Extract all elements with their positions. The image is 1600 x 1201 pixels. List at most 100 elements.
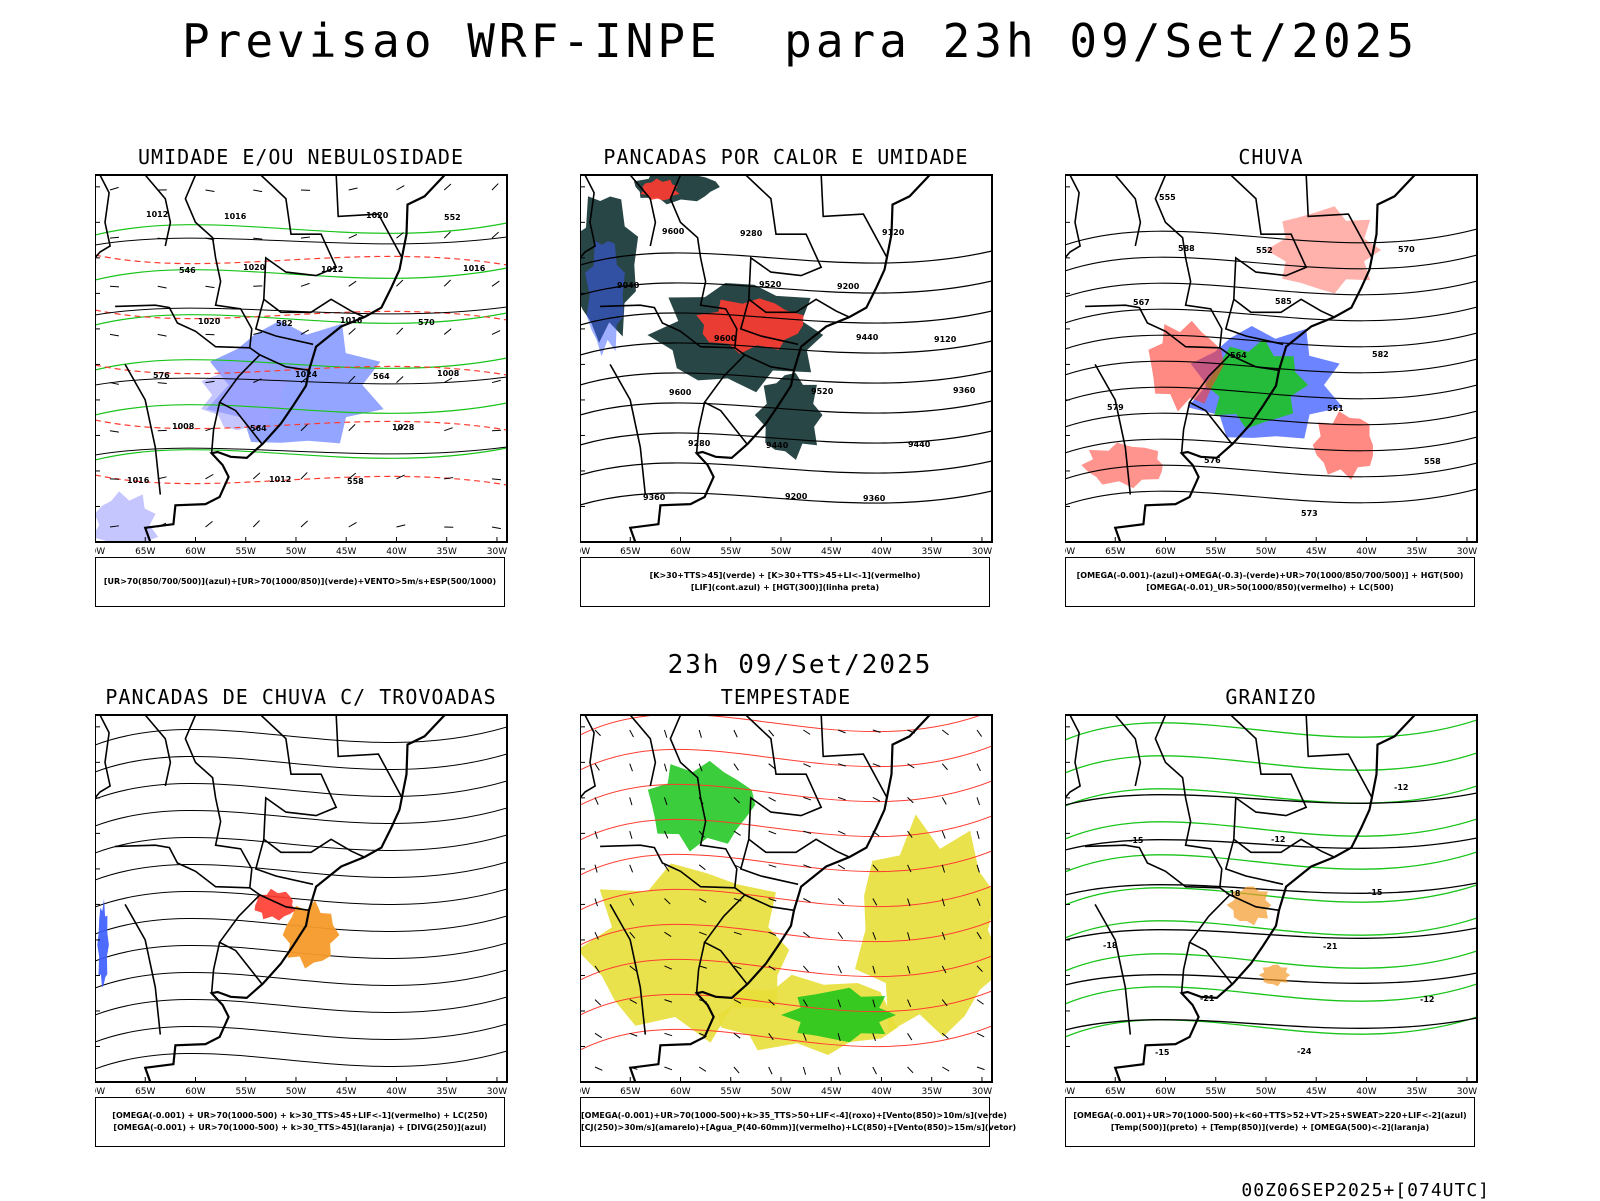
lon-tick-label: 50W (771, 1087, 791, 1097)
map-canvas: 1012 1020 1016 1008 1008 1012 1020 1016 1020 1024… (95, 145, 509, 558)
lon-tick-label: 35W (922, 1087, 942, 1097)
contour-label: 9600 (669, 388, 692, 397)
legend-line: [OMEGA(-0.001)-(azul)+OMEGA(-0.3)-(verde… (1066, 570, 1474, 582)
contour-label: 558 (1424, 457, 1441, 466)
contour-label: 9360 (863, 494, 886, 503)
panel-legend: [OMEGA(-0.001)+UR>70(1000-500)+k>35_TTS>… (580, 1097, 990, 1147)
contour-label: 9280 (740, 229, 763, 238)
lon-tick-label: 70W (580, 547, 590, 557)
contour-label: 570 (418, 318, 435, 327)
lon-tick-label: 65W (135, 547, 155, 557)
map-panel-granizo: GRANIZO-12-15-18-21-24-12-15-18-21-12-15… (1065, 685, 1535, 1175)
contour-label: 1012 (269, 475, 291, 484)
map-canvas: 12S15S18S21S24S27S30S33S36S39S42S70W65W6… (580, 685, 994, 1098)
contour-label: 9520 (811, 387, 834, 396)
contour-label: 9200 (785, 492, 808, 501)
contour-label: 9600 (714, 334, 737, 343)
lon-tick-label: 50W (771, 547, 791, 557)
contour-label: 9520 (759, 280, 782, 289)
wind-vector (110, 286, 119, 287)
lon-tick-label: 70W (95, 1087, 105, 1097)
contour-label: -21 (1323, 942, 1338, 951)
lon-tick-label: 60W (185, 547, 205, 557)
lon-tick-label: 65W (1105, 1087, 1125, 1097)
lon-tick-label: 70W (95, 547, 105, 557)
contour-label: 1016 (224, 212, 247, 221)
contour-label: -15 (1129, 836, 1144, 845)
legend-line: [OMEGA(-0.001)+UR>70(1000-500)+k>35_TTS>… (581, 1110, 989, 1122)
lon-tick-label: 55W (1206, 547, 1226, 557)
contour-label: -12 (1394, 783, 1408, 792)
panel-legend: [OMEGA(-0.001)+UR>70(1000-500)+k<60+TTS>… (1065, 1097, 1475, 1147)
contour-label: 1020 (243, 263, 266, 272)
contour-label: 1020 (198, 317, 221, 326)
contour-label: 9040 (617, 281, 640, 290)
lon-tick-label: 35W (1407, 547, 1427, 557)
lon-tick-label: 40W (386, 547, 406, 557)
lon-tick-label: 45W (821, 547, 841, 557)
lon-tick-label: 50W (286, 1087, 306, 1097)
map-panel-pancadas-trovoadas: PANCADAS DE CHUVA C/ TROVOADAS12S15S18S2… (95, 685, 565, 1175)
lon-tick-label: 35W (1407, 1087, 1427, 1097)
lon-tick-label: 45W (336, 1087, 356, 1097)
contour-label: 573 (1301, 509, 1318, 518)
lon-tick-label: 40W (386, 1087, 406, 1097)
lon-tick-label: 70W (1065, 547, 1075, 557)
contour-label: 1016 (127, 476, 150, 485)
lon-tick-label: 35W (922, 547, 942, 557)
lon-tick-label: 30W (487, 1087, 507, 1097)
contour-label: 1008 (172, 422, 195, 431)
lon-tick-label: 60W (185, 1087, 205, 1097)
lon-tick-label: 45W (336, 547, 356, 557)
contour-label: -15 (1368, 888, 1383, 897)
contour-label: 9360 (643, 493, 666, 502)
lon-tick-label: 65W (1105, 547, 1125, 557)
contour-label: 1012 (146, 210, 168, 219)
lon-tick-label: 30W (972, 1087, 992, 1097)
legend-line: [OMEGA(-0.001) + UR>70(1000-500) + k>30_… (96, 1110, 504, 1122)
lon-tick-label: 50W (1256, 547, 1276, 557)
contour-label: 9440 (908, 440, 931, 449)
contour-label: -15 (1155, 1048, 1170, 1057)
contour-label: 9120 (934, 335, 957, 344)
legend-line: [OMEGA(-0.001) + UR>70(1000-500) + k>30_… (96, 1122, 504, 1134)
lon-tick-label: 65W (620, 547, 640, 557)
contour-label: 9440 (766, 441, 789, 450)
lon-tick-label: 60W (670, 547, 690, 557)
contour-label: 9200 (837, 282, 860, 291)
panel-legend: [K>30+TTS>45](verde) + [K>30+TTS>45+LI<-… (580, 557, 990, 607)
contour-label: 582 (276, 319, 293, 328)
map-canvas: -12-15-18-21-24-12-15-18-21-12-1512S15S1… (1065, 685, 1479, 1098)
contour-label: 1008 (437, 369, 460, 378)
legend-line: [LIF](cont.azul) + [HGT(300)](linha pret… (581, 582, 989, 594)
lon-tick-label: 40W (1356, 547, 1376, 557)
contour-label: 1024 (295, 370, 318, 379)
legend-line: [CJ(250)>30m/s](amarelo)+[Agua_P(40-60mm… (581, 1122, 989, 1134)
legend-line: [OMEGA(-0.01)_UR>50(1000/850)(vermelho) … (1066, 582, 1474, 594)
contour-label: 9120 (882, 228, 905, 237)
contour-label: -12 (1271, 835, 1285, 844)
contour-label: 9280 (688, 439, 711, 448)
contour-label: 555 (1159, 193, 1176, 202)
lon-tick-label: 50W (286, 547, 306, 557)
contour-label: 552 (444, 213, 461, 222)
contour-label: 1028 (392, 423, 415, 432)
contour-label: 564 (373, 372, 390, 381)
lon-tick-label: 70W (580, 1087, 590, 1097)
lon-tick-label: 45W (1306, 547, 1326, 557)
lon-tick-label: 35W (437, 1087, 457, 1097)
map-panel-tempestade: TEMPESTADE12S15S18S21S24S27S30S33S36S39S… (580, 685, 1050, 1175)
lon-tick-label: 70W (1065, 1087, 1075, 1097)
map-canvas: 5885855825795765735705675645615585555521… (1065, 145, 1479, 558)
lon-tick-label: 55W (236, 547, 256, 557)
contour-label: 1020 (366, 211, 389, 220)
lon-tick-label: 55W (236, 1087, 256, 1097)
lon-tick-label: 55W (721, 1087, 741, 1097)
lon-tick-label: 40W (1356, 1087, 1376, 1097)
legend-line: [Temp(500)](preto) + [Temp(850)](verde) … (1066, 1122, 1474, 1134)
contour-label: 558 (347, 477, 364, 486)
contour-label: 9600 (662, 227, 685, 236)
map-background (95, 715, 507, 1082)
panel-legend: [OMEGA(-0.001)-(azul)+OMEGA(-0.3)-(verde… (1065, 557, 1475, 607)
